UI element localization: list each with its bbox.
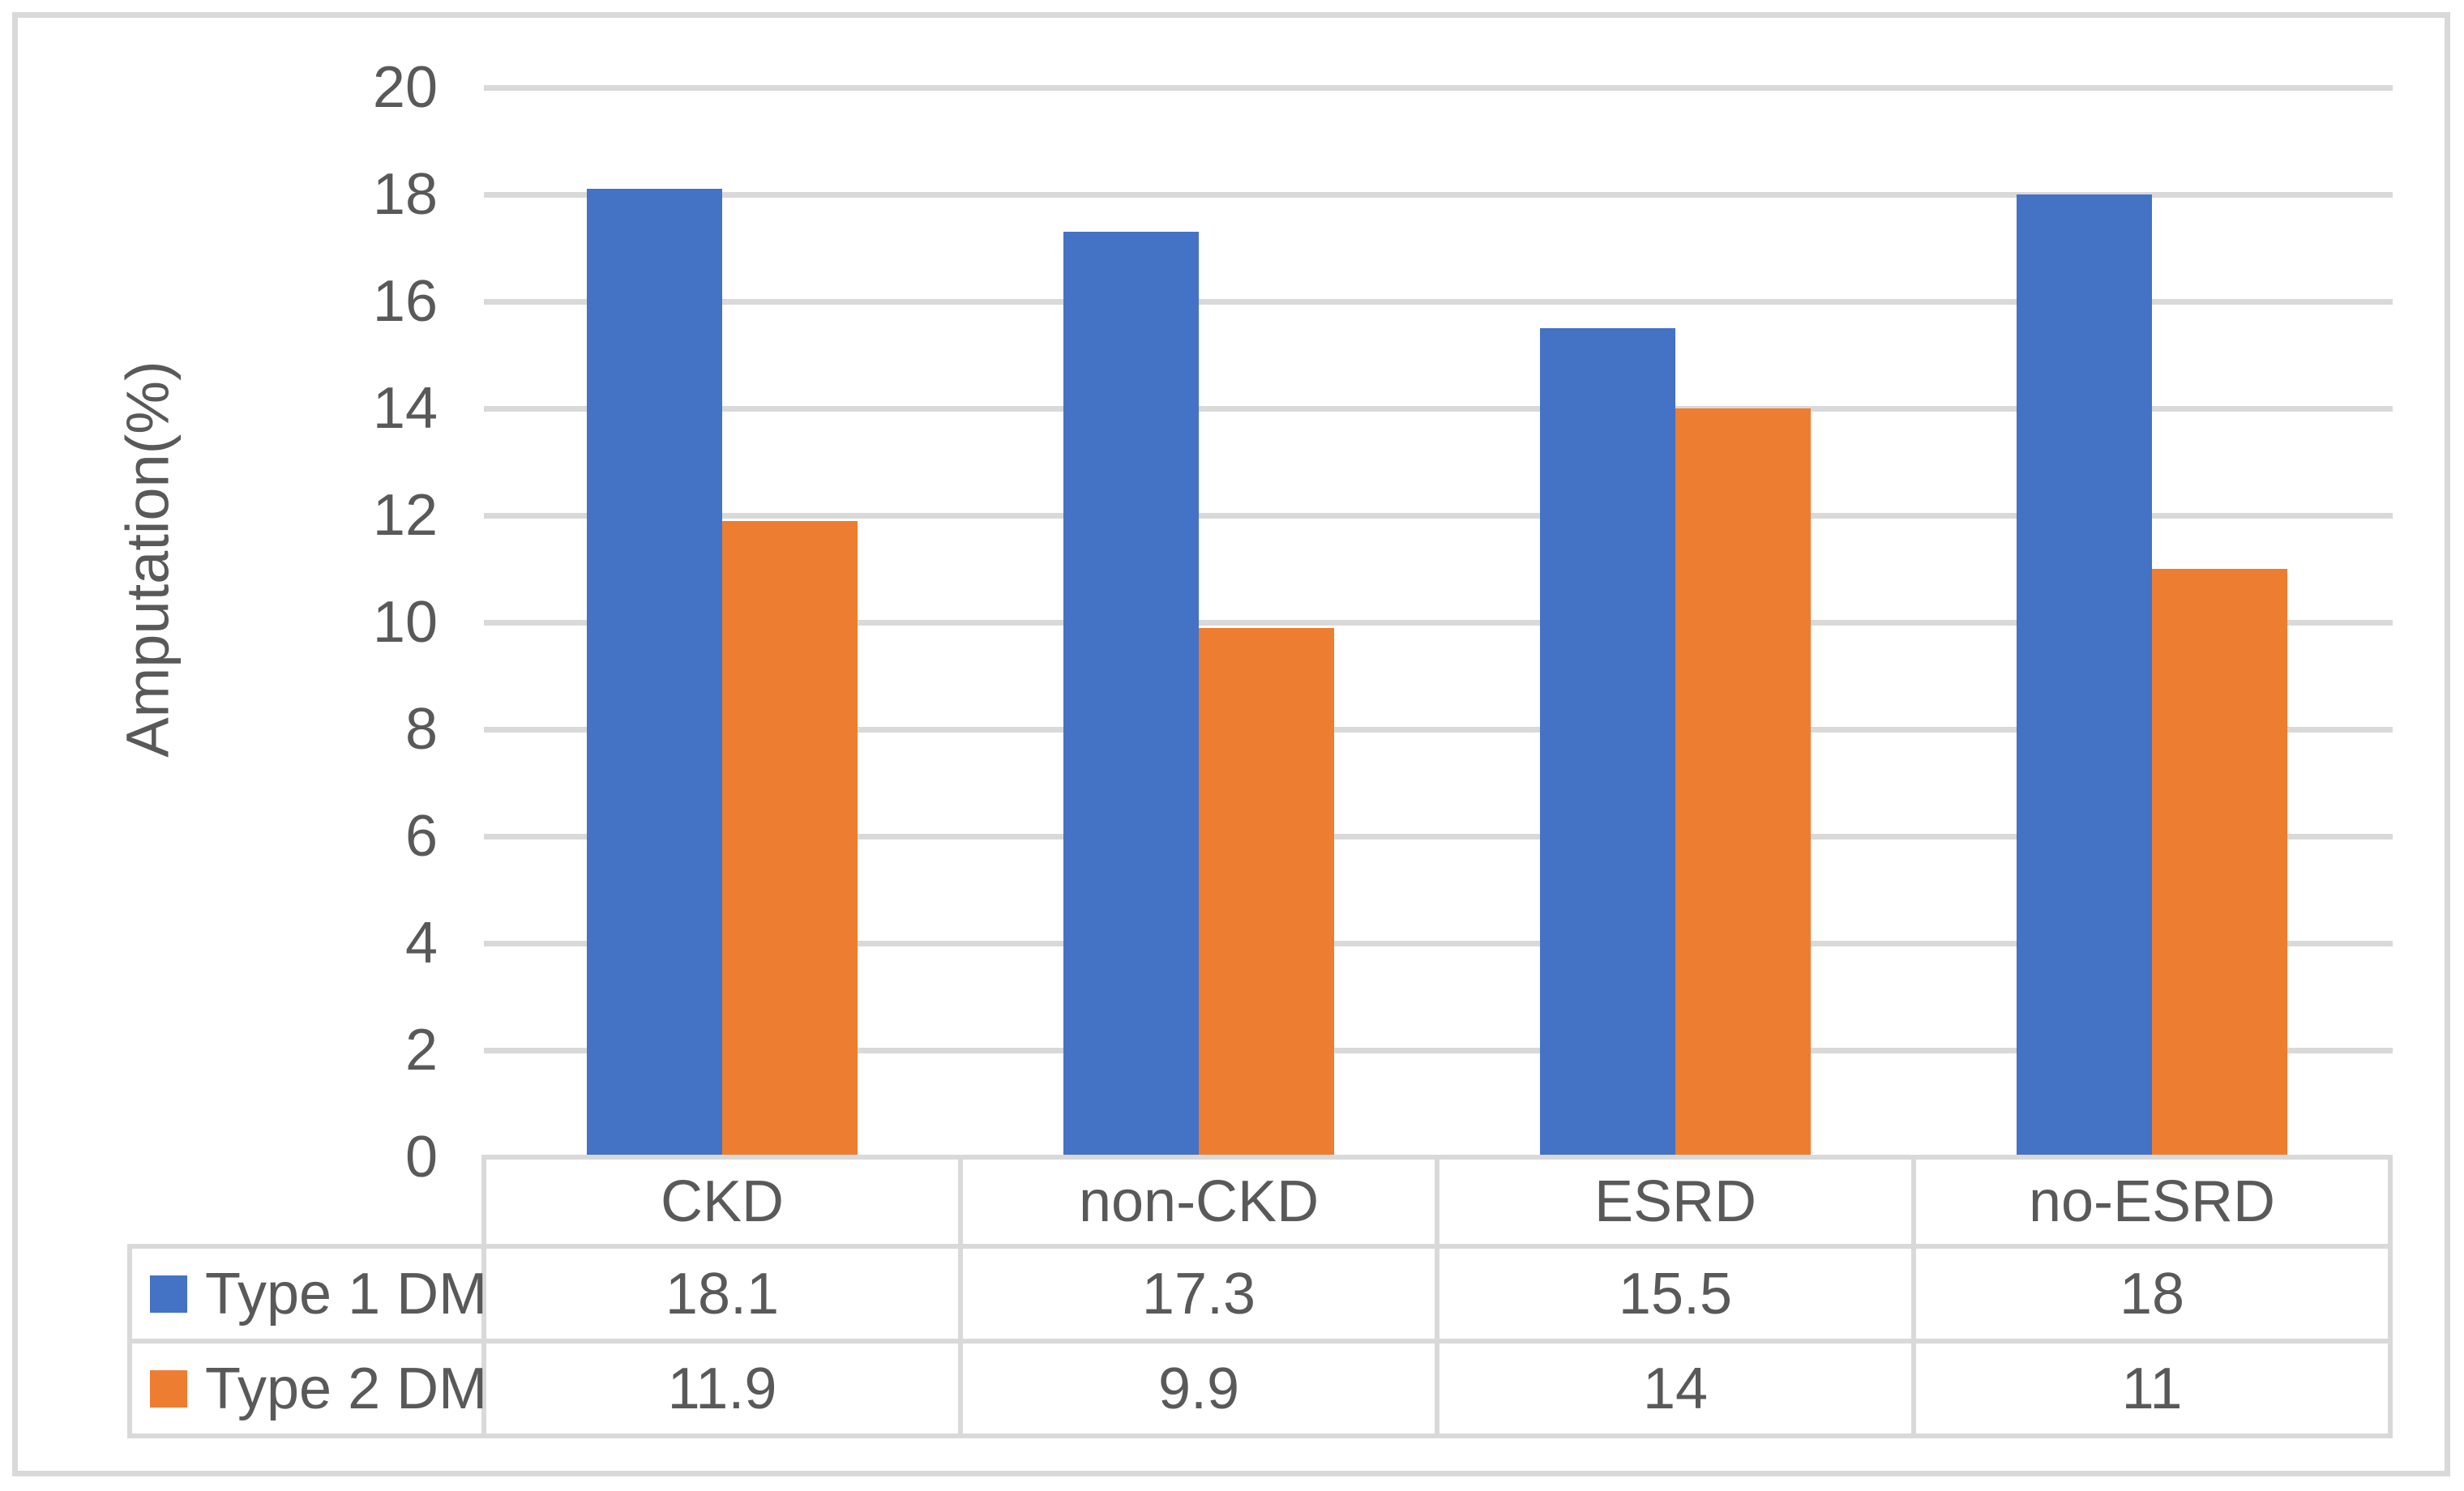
table-value-type-2-dm-esrd: 14 — [1642, 1356, 1709, 1421]
table-row-line — [127, 1339, 2393, 1344]
legend-label-type-2-dm: Type 2 DM — [205, 1356, 488, 1421]
bar-type-1-dm-non-ckd — [1063, 232, 1199, 1157]
table-column-line — [958, 1155, 963, 1438]
bar-type-1-dm-ckd — [587, 189, 722, 1157]
y-gridline — [484, 192, 2393, 198]
table-header-esrd: ESRD — [1593, 1169, 1757, 1234]
y-gridline — [484, 85, 2393, 91]
legend-swatch-type-2-dm — [150, 1369, 187, 1408]
table-value-type-2-dm-ckd: 11.9 — [667, 1356, 777, 1421]
y-axis-tick-label: 4 — [404, 911, 438, 976]
y-axis-tick-label: 10 — [372, 590, 438, 655]
y-gridline — [484, 406, 2393, 412]
table-header-non-ckd: non-CKD — [1078, 1169, 1320, 1234]
table-value-type-2-dm-non-ckd: 9.9 — [1157, 1356, 1240, 1421]
table-value-type-1-dm-no-esrd: 18 — [2119, 1261, 2185, 1327]
y-axis-tick-label: 16 — [372, 269, 438, 334]
bar-type-1-dm-no-esrd — [2017, 194, 2152, 1157]
bar-type-2-dm-ckd — [722, 520, 858, 1157]
y-gridline — [484, 941, 2393, 946]
y-gridline — [484, 1048, 2393, 1053]
bar-type-2-dm-non-ckd — [1199, 627, 1334, 1157]
table-value-type-1-dm-non-ckd: 17.3 — [1141, 1261, 1256, 1327]
y-axis-tick-label: 20 — [372, 55, 438, 120]
table-value-type-1-dm-esrd: 15.5 — [1618, 1261, 1733, 1327]
table-value-type-1-dm-ckd: 18.1 — [665, 1261, 780, 1327]
y-axis-tick-label: 12 — [372, 483, 438, 548]
table-row-line — [127, 1433, 2393, 1438]
y-gridline — [484, 513, 2393, 519]
table-value-type-2-dm-no-esrd: 11 — [2121, 1356, 2183, 1421]
legend-label-type-1-dm: Type 1 DM — [205, 1261, 488, 1327]
figure-border — [12, 12, 2450, 1476]
y-gridline — [484, 834, 2393, 839]
bar-type-2-dm-no-esrd — [2152, 569, 2287, 1157]
y-gridline — [484, 299, 2393, 305]
bar-type-2-dm-esrd — [1675, 408, 1811, 1157]
table-row-line — [127, 1244, 2393, 1249]
y-axis-tick-label: 8 — [404, 697, 438, 762]
table-column-line — [481, 1155, 486, 1438]
table-header-no-esrd: no-ESRD — [2028, 1169, 2276, 1234]
y-axis-tick-label: 14 — [372, 376, 438, 441]
table-column-line — [1911, 1155, 1916, 1438]
y-axis-tick-label: 0 — [404, 1125, 438, 1190]
y-axis-tick-label: 6 — [404, 804, 438, 869]
y-gridline — [484, 727, 2393, 733]
legend-column-line — [127, 1244, 132, 1438]
y-axis-tick-label: 2 — [404, 1018, 438, 1083]
table-column-line — [1435, 1155, 1439, 1438]
table-column-line — [2388, 1155, 2393, 1438]
y-axis-tick-label: 18 — [372, 162, 438, 227]
table-header-ckd: CKD — [660, 1169, 784, 1234]
y-gridline — [484, 620, 2393, 626]
legend-swatch-type-1-dm — [150, 1275, 187, 1313]
bar-type-1-dm-esrd — [1540, 328, 1675, 1157]
